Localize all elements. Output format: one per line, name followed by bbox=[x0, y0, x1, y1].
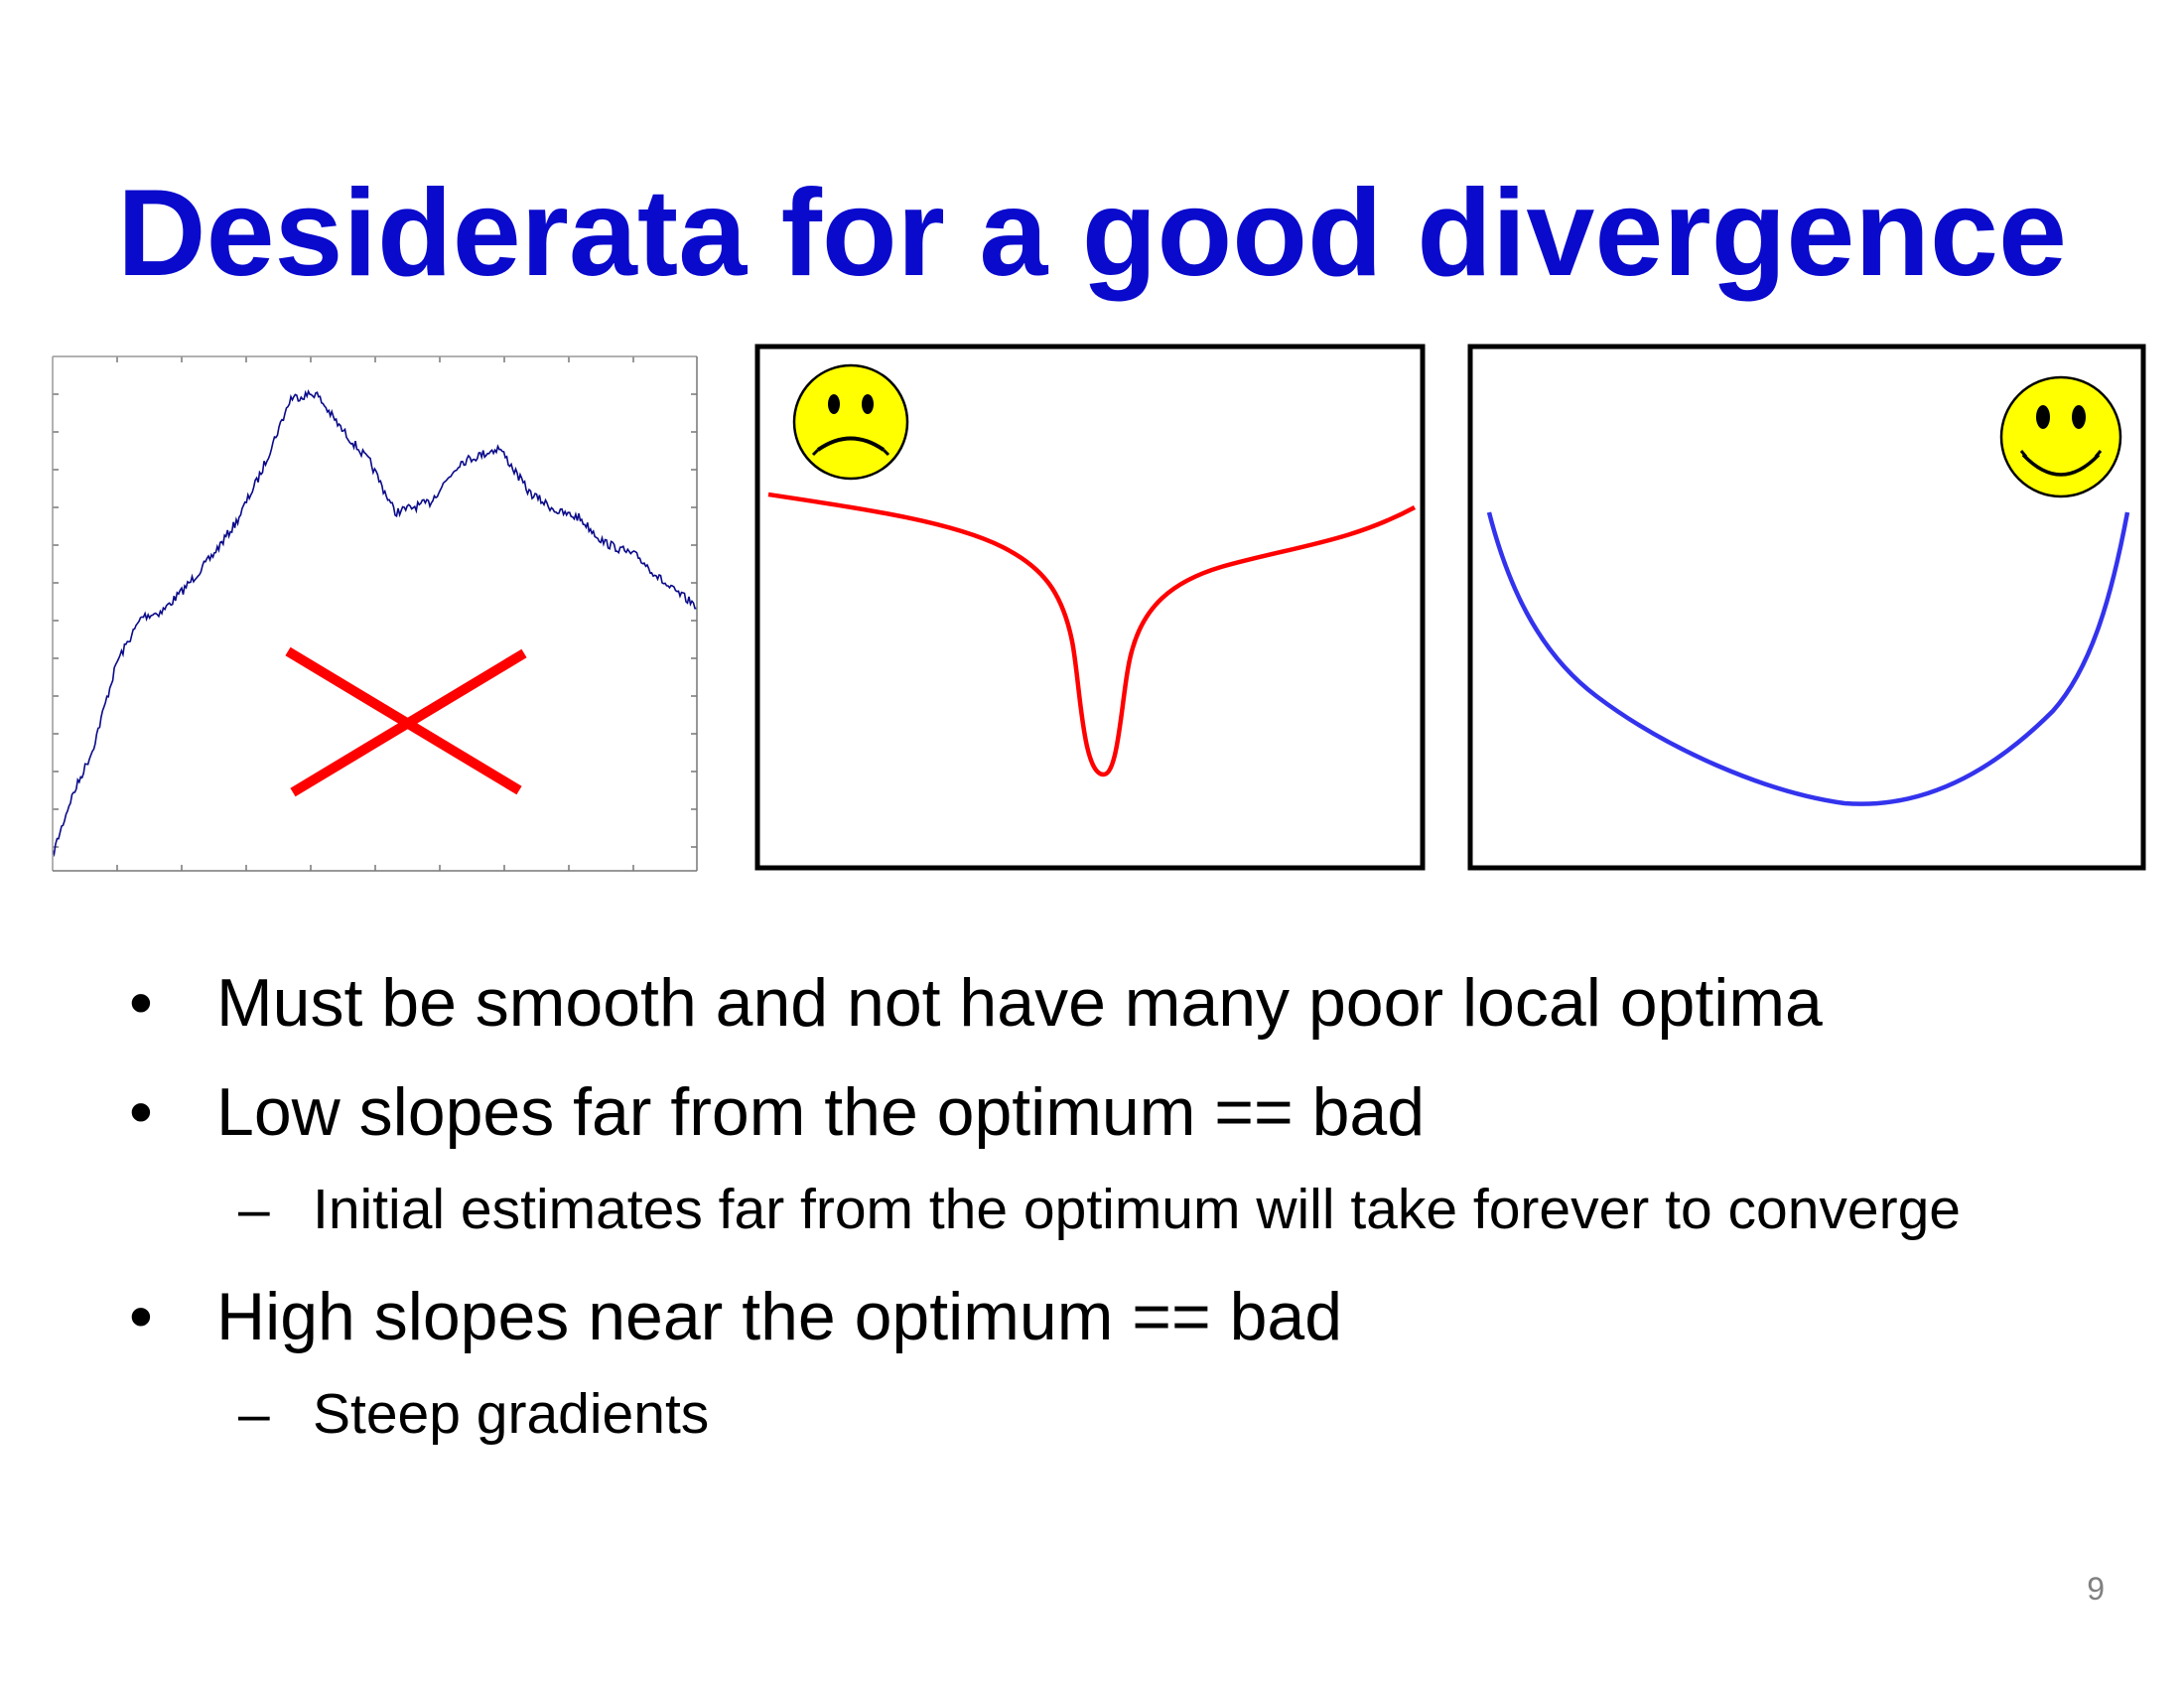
sub-bullet-text: Steep gradients bbox=[313, 1382, 710, 1446]
bullet-text: Low slopes far from the optimum == bad bbox=[216, 1074, 1426, 1150]
sad-face-icon bbox=[792, 363, 909, 481]
smooth-bowl-curve bbox=[1486, 511, 2130, 806]
bullet-marker: • bbox=[129, 965, 153, 1041]
red-x-icon bbox=[285, 646, 527, 797]
sub-bullet-item: – Initial estimates far from the optimum… bbox=[129, 1170, 2095, 1249]
happy-face-icon bbox=[1999, 375, 2122, 498]
bullet-marker: • bbox=[129, 1074, 153, 1150]
slide-title: Desiderata for a good divergence bbox=[117, 165, 2067, 302]
bullet-item: • Must be smooth and not have many poor … bbox=[129, 961, 2095, 1045]
noisy-trace bbox=[52, 389, 697, 858]
noisy-objective-plot bbox=[50, 353, 705, 874]
bullet-item: • High slopes near the optimum == bad bbox=[129, 1275, 2095, 1358]
sharp-minimum-plot bbox=[754, 344, 1430, 874]
bullet-marker: • bbox=[129, 1279, 153, 1354]
plot-ticks bbox=[53, 356, 697, 871]
sharp-minimum-svg bbox=[754, 344, 1426, 871]
bullet-item: • Low slopes far from the optimum == bad bbox=[129, 1070, 2095, 1154]
bullet-list: • Must be smooth and not have many poor … bbox=[129, 961, 2095, 1479]
noisy-objective-svg bbox=[52, 355, 698, 872]
sub-bullet-item: – Steep gradients bbox=[129, 1374, 2095, 1454]
sub-bullet-marker: – bbox=[238, 1382, 270, 1446]
bullet-text: Must be smooth and not have many poor lo… bbox=[216, 965, 1823, 1041]
page-number: 9 bbox=[2087, 1571, 2105, 1607]
smooth-bowl-svg bbox=[1467, 344, 2146, 871]
sharp-minimum-curve bbox=[767, 492, 1417, 777]
smooth-bowl-plot bbox=[1467, 344, 2152, 874]
sub-bullet-marker: – bbox=[238, 1178, 270, 1241]
sub-bullet-text: Initial estimates far from the optimum w… bbox=[313, 1178, 1961, 1241]
bullet-text: High slopes near the optimum == bad bbox=[216, 1279, 1343, 1354]
